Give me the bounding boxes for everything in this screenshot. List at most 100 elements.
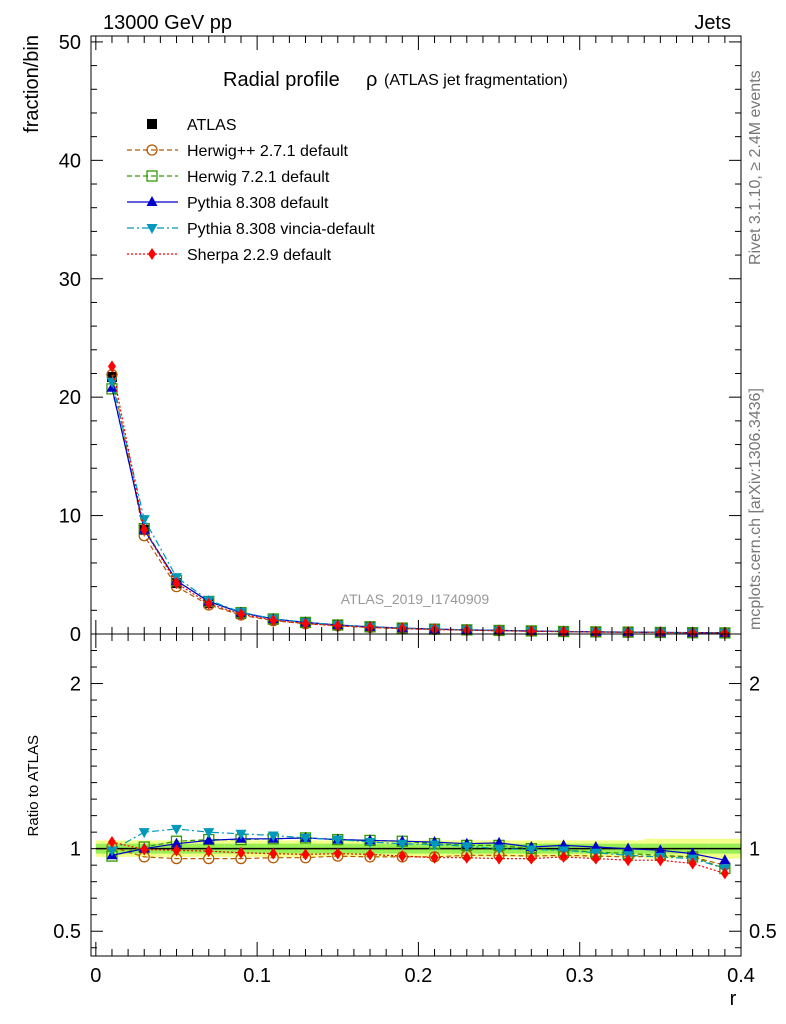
legend-marker (148, 248, 156, 260)
legend-label: Sherpa 2.2.9 default (187, 247, 332, 264)
legend: ATLAS Herwig++ 2.7.1 default Herwig 7.2.1 … (127, 117, 375, 264)
legend-label: Herwig++ 2.7.1 default (187, 143, 349, 160)
legend-marker (146, 196, 158, 206)
legend-label: Pythia 8.308 vincia-default (187, 221, 375, 238)
main-data-point (138, 515, 150, 526)
main-data-point (333, 619, 342, 632)
y-tick-label: 2 (70, 674, 81, 696)
ratio-data-point (493, 836, 505, 847)
legend-label: Pythia 8.308 default (187, 195, 329, 212)
ratio-panel: 0.5 0.5 1 1 2 2 0 0.1 0.2 0.3 0.4 (53, 633, 777, 987)
ratio-data-point (366, 848, 375, 861)
ratio-series-line (111, 837, 726, 861)
ratio-data-point (622, 842, 634, 853)
ratio-data-point (461, 842, 473, 853)
ratio-data-point (495, 852, 504, 865)
main-data-point (237, 608, 245, 621)
ratio-data-point (138, 828, 150, 839)
legend-item: ATLAS (147, 117, 237, 134)
ratio-series-line (111, 828, 726, 870)
main-data-point (172, 577, 181, 590)
legend-marker (147, 119, 157, 129)
ratio-series-4 (107, 836, 729, 880)
ratio-data-point (559, 850, 568, 863)
y-tick-label: 0.5 (749, 921, 777, 943)
y-tick-label: 1 (749, 839, 760, 861)
main-title: Radial profile (223, 69, 340, 91)
ratio-data-point (462, 851, 471, 864)
legend-item: Pythia 8.308 default (127, 195, 329, 212)
ratio-data-point (688, 857, 697, 870)
x-tick-label: 0.1 (243, 965, 271, 987)
ratio-data-point (591, 852, 600, 865)
ratio-data-point (203, 828, 215, 839)
ratio-data-point (204, 845, 213, 858)
main-data-point (301, 617, 310, 630)
ratio-data-point (203, 834, 215, 845)
x-tick-label: 0 (90, 965, 101, 987)
ratio-data-point (654, 844, 666, 855)
legend-marker (146, 170, 158, 182)
y-tick-label: 1 (70, 839, 81, 861)
ratio-data-point (107, 836, 116, 849)
legend-item: Herwig 7.2.1 default (127, 169, 330, 186)
ratio-data-point (719, 854, 731, 865)
legend-item: Pythia 8.308 vincia-default (127, 221, 375, 238)
y-tick-label: 50 (59, 32, 81, 54)
side-text-bottom: mcplots.cern.ch [arXiv:1306.3436] (747, 388, 764, 630)
y-tick-label: 30 (59, 269, 81, 291)
x-tick-label: 0.2 (405, 965, 433, 987)
y-tick-label: 20 (59, 387, 81, 409)
ratio-data-point (396, 839, 408, 850)
main-data-point (269, 614, 278, 627)
ratio-frame (90, 633, 742, 957)
ratio-data-point (267, 831, 279, 842)
ratio-data-point (333, 847, 342, 860)
ratio-data-point (525, 845, 537, 856)
x-tick-label: 0.3 (566, 965, 594, 987)
ratio-data-point (269, 847, 278, 860)
ratio-data-point (140, 843, 149, 856)
x-tick-label: 0.4 (727, 965, 755, 987)
ratio-data-point (170, 837, 182, 848)
watermark-label: ATLAS_2019_I1740909 (341, 591, 490, 607)
main-title-subtitle: (ATLAS jet fragmentation) (384, 72, 568, 89)
ratio-data-point (106, 846, 118, 857)
legend-label: Herwig 7.2.1 default (187, 169, 330, 186)
ratio-data-point (237, 846, 245, 859)
legend-label: ATLAS (187, 117, 237, 134)
legend-marker (146, 224, 158, 234)
ratio-data-point (720, 867, 729, 880)
ratio-data-point (590, 841, 602, 852)
main-data-point (140, 523, 149, 536)
main-data-point (204, 597, 213, 610)
x-axis-label: r (730, 988, 737, 1010)
y-tick-label: 10 (59, 506, 81, 528)
header-left-label: 13000 GeV pp (103, 12, 232, 34)
y-tick-label: 0.5 (53, 921, 81, 943)
main-title-symbol: ρ (366, 69, 377, 91)
y-tick-label: 2 (749, 674, 760, 696)
main-panel: Radial profile ρ (ATLAS jet fragmentatio… (59, 32, 742, 646)
legend-item: Herwig++ 2.7.1 default (127, 143, 349, 160)
ratio-data-point (300, 833, 312, 844)
ratio-data-point (364, 838, 376, 849)
ratio-data-point (430, 851, 439, 864)
main-data-point (107, 360, 116, 373)
y-tick-label: 40 (59, 150, 81, 172)
main-series-line (111, 381, 725, 634)
side-text-top: Rivet 3.1.10, ≥ 2.4M events (747, 70, 764, 265)
main-y-axis-label: fraction/bin (21, 35, 43, 133)
y-tick-label: 0 (70, 624, 81, 646)
ratio-data-point (170, 824, 182, 835)
main-series-line (111, 366, 725, 634)
ratio-data-point (172, 844, 181, 857)
ratio-data-point (332, 835, 344, 846)
legend-item: Sherpa 2.2.9 default (127, 247, 332, 264)
ratio-data-point (429, 840, 441, 851)
ratio-data-point (656, 854, 665, 867)
ratio-data-point (624, 854, 633, 867)
legend-marker (146, 144, 158, 156)
header-right-label: Jets (694, 12, 731, 34)
